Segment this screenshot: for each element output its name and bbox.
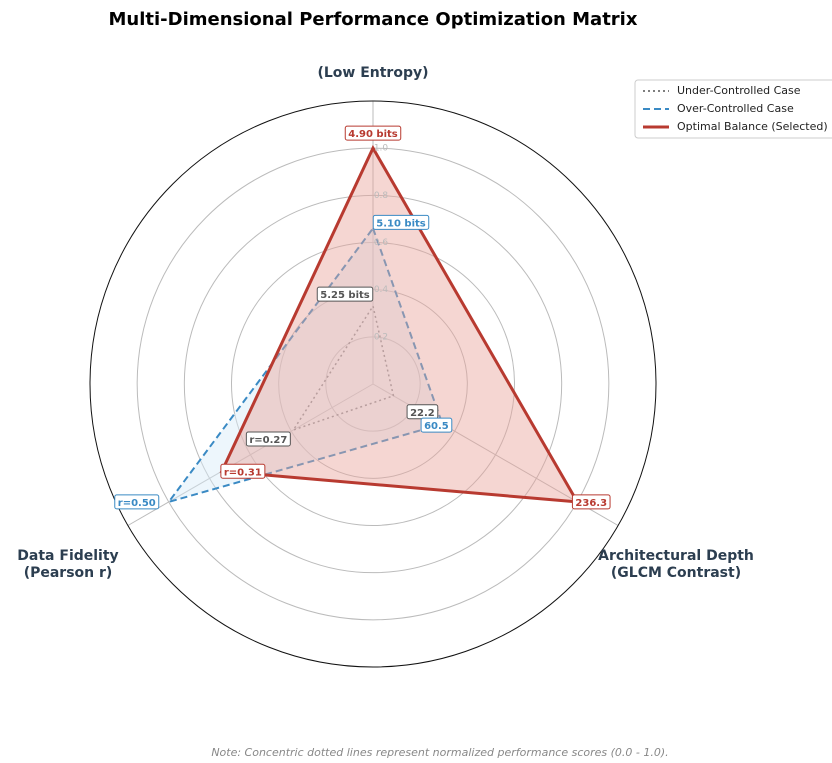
point-label-box: [571, 494, 611, 510]
note: Note: Concentric dotted lines represent …: [211, 746, 668, 759]
point-label-box: [344, 125, 402, 141]
outer-ring: [89, 100, 657, 668]
series-area: [219, 144, 580, 504]
chart-title: Multi-Dimensional Performance Optimizati…: [109, 9, 638, 30]
series-area: [291, 304, 395, 432]
point-label-box: [316, 286, 374, 302]
axis-label: (GLCM Contrast): [611, 565, 741, 581]
r-tick-label: 0.8: [374, 191, 389, 201]
point-label-box: [245, 431, 291, 447]
axis-label: (Low Entropy): [317, 65, 428, 81]
r-tick-label: 0.4: [374, 285, 389, 295]
point-label: 60.5: [424, 421, 449, 432]
point-label: r=0.31: [224, 467, 262, 478]
axis-label: Data Fidelity: [17, 548, 118, 564]
point-label: 5.10 bits: [376, 218, 426, 229]
point-label: 4.90 bits: [348, 129, 398, 140]
r-tick-label: 0.6: [374, 238, 389, 248]
point-label-box: [220, 463, 266, 479]
point-label: r=0.27: [249, 435, 287, 446]
legend-label: Over-Controlled Case: [677, 102, 794, 115]
point-label: 5.25 bits: [320, 290, 370, 301]
legend-label: Under-Controlled Case: [677, 84, 801, 97]
axis-label: Architectural Depth: [598, 548, 754, 564]
point-label: 22.2: [410, 408, 435, 419]
point-label: r=0.50: [118, 498, 156, 509]
point-label-box: [114, 494, 160, 510]
r-tick-label: 0.2: [374, 332, 388, 342]
point-label-box: [420, 417, 453, 433]
legend-box: [634, 79, 832, 139]
axis-label: (Pearson r): [24, 565, 113, 581]
legend-label: Optimal Balance (Selected): [677, 120, 828, 133]
point-label-box: [372, 214, 430, 230]
point-label: 236.3: [575, 498, 607, 509]
spoke: [127, 383, 374, 526]
r-tick-label: 1.0: [374, 144, 389, 154]
